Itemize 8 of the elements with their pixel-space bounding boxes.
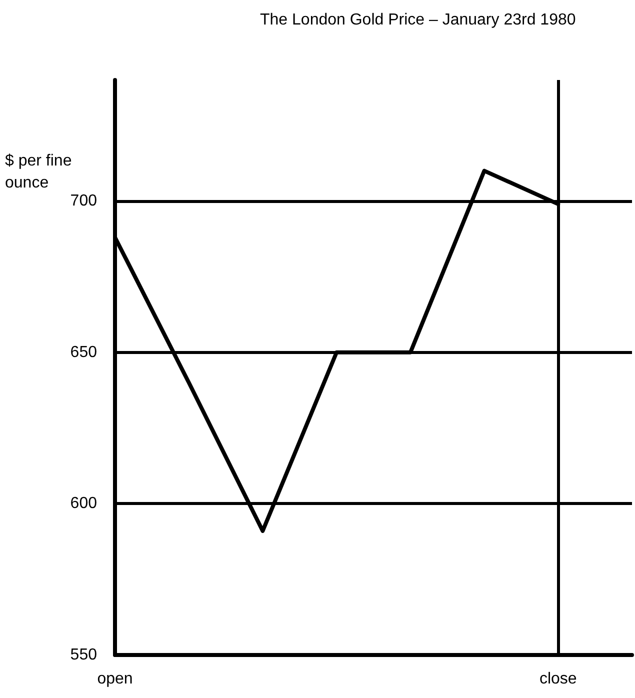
- y-tick-label: 650: [70, 344, 98, 361]
- y-tick-label: 550: [70, 646, 98, 664]
- y-axis-title: $ per fine ounce: [5, 152, 76, 192]
- chart-title: The London Gold Price – January 23rd 1980: [260, 12, 576, 28]
- x-tick-label: open: [97, 670, 133, 688]
- y-tick-label: 700: [70, 192, 98, 210]
- y-tick-label: 600: [70, 495, 98, 512]
- x-tick-label: close: [539, 670, 577, 688]
